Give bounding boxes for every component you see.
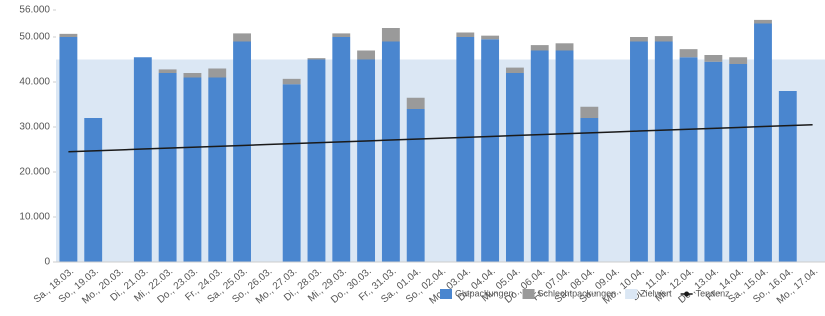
bar — [357, 51, 375, 60]
bar — [332, 37, 350, 262]
bar — [233, 42, 251, 263]
y-tick-label: 20.000 — [19, 167, 50, 178]
bar — [754, 24, 772, 263]
bar — [481, 36, 499, 40]
y-tick-label: 50.000 — [19, 32, 50, 43]
bar — [233, 33, 251, 41]
bar — [580, 107, 598, 118]
bar — [184, 73, 202, 78]
legend-swatch — [625, 289, 637, 299]
bar — [159, 69, 177, 73]
bar — [357, 60, 375, 263]
bar — [754, 20, 772, 24]
bar — [59, 34, 77, 37]
bar — [382, 28, 400, 42]
bar — [531, 51, 549, 263]
bar — [506, 68, 524, 73]
legend-label: Zielwert — [640, 288, 672, 298]
legend-label: Schlechtpackungen — [538, 288, 617, 298]
bar — [556, 51, 574, 263]
y-tick-label: 0 — [44, 257, 50, 268]
bar — [531, 45, 549, 50]
bar — [680, 49, 698, 57]
bar — [704, 62, 722, 262]
bar — [407, 109, 425, 262]
bar — [283, 84, 301, 262]
bar — [729, 64, 747, 262]
bar — [184, 78, 202, 263]
legend-item: Gutpackungen — [440, 288, 514, 299]
bar — [456, 37, 474, 262]
bar — [779, 91, 797, 262]
bar — [84, 118, 102, 262]
bar — [332, 33, 350, 37]
bar — [655, 36, 673, 41]
bar — [456, 33, 474, 38]
y-tick-label: 40.000 — [19, 77, 50, 88]
bar — [283, 79, 301, 84]
bar — [308, 58, 326, 59]
chart: 010.00020.00030.00040.00050.00056.000Sa.… — [0, 0, 825, 316]
bar — [407, 98, 425, 109]
bar — [208, 69, 226, 78]
bar — [630, 42, 648, 263]
bar — [680, 57, 698, 262]
y-tick-label: 56.000 — [19, 5, 50, 16]
bar — [208, 78, 226, 263]
legend-label: Gutpackungen — [455, 288, 514, 298]
legend-swatch — [523, 289, 535, 299]
y-tick-label: 10.000 — [19, 212, 50, 223]
bar — [556, 43, 574, 50]
bar — [59, 37, 77, 262]
legend-item: Schlechtpackungen — [523, 288, 617, 299]
legend-swatch — [440, 289, 452, 299]
y-tick-label: 30.000 — [19, 122, 50, 133]
legend-label: Tendenz — [696, 288, 731, 298]
bar — [506, 73, 524, 262]
bar — [481, 39, 499, 262]
bar — [704, 55, 722, 62]
bar — [134, 57, 152, 262]
bar — [580, 118, 598, 262]
legend-dot — [684, 292, 689, 297]
bar — [308, 60, 326, 263]
legend-item: Zielwert — [625, 288, 672, 299]
bar — [729, 57, 747, 64]
bar — [159, 73, 177, 262]
bar — [382, 42, 400, 263]
bar — [655, 42, 673, 263]
bar — [630, 37, 648, 42]
